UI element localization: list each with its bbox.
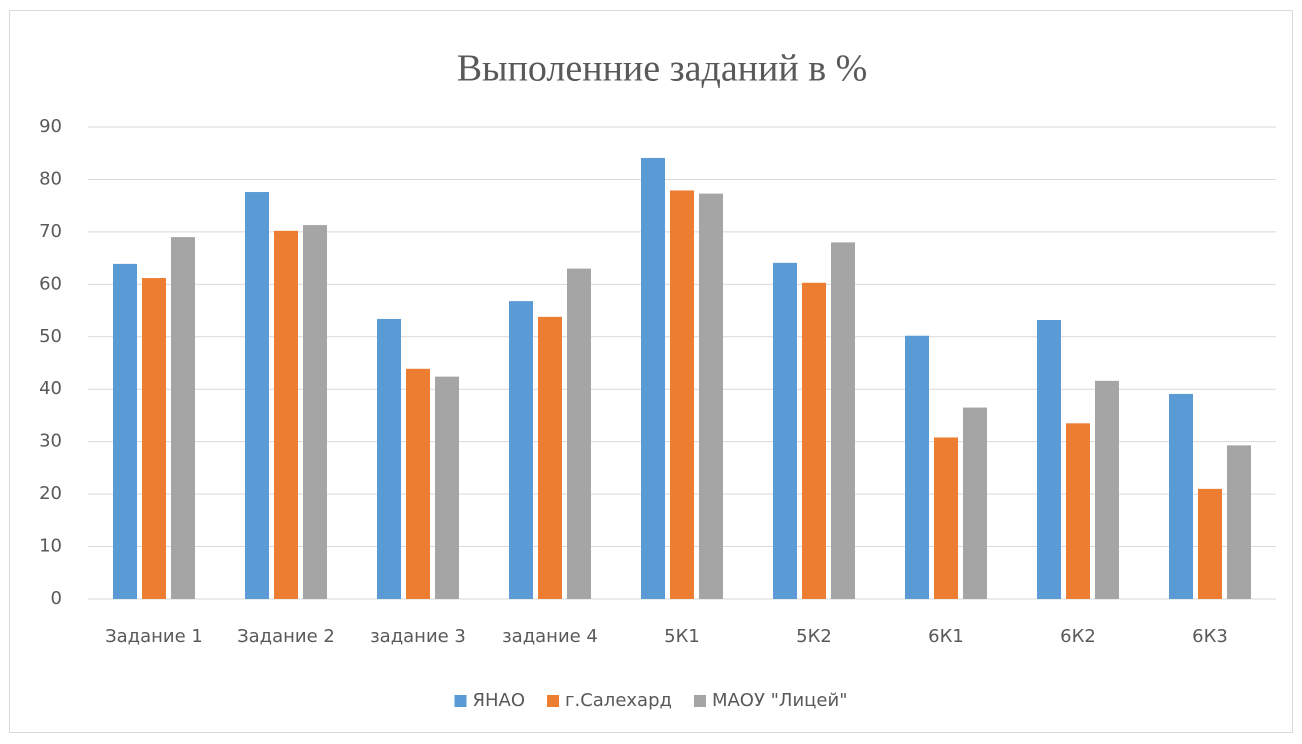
x-tick-label: 5К2 [796, 626, 832, 647]
legend-label: МАОУ "Лицей" [712, 690, 848, 711]
y-tick-label: 40 [39, 378, 62, 399]
bar [934, 437, 958, 599]
bar [831, 242, 855, 599]
bar [641, 157, 665, 600]
x-tick-label: задание 3 [370, 626, 466, 647]
y-tick-label: 20 [39, 483, 62, 504]
bar [773, 262, 797, 599]
bar [1095, 380, 1119, 599]
chart-title: Выполенние заданий в % [457, 48, 868, 90]
bar [963, 407, 987, 599]
bar [113, 263, 137, 599]
x-tick-label: 6К2 [1060, 626, 1096, 647]
bar [567, 268, 591, 599]
legend-swatch [454, 695, 467, 707]
bar [699, 193, 723, 600]
bar [538, 316, 562, 599]
legend-swatch [547, 695, 560, 707]
bar [1198, 488, 1222, 599]
bar [905, 335, 929, 599]
bar [245, 192, 269, 599]
y-tick-label: 80 [39, 168, 62, 189]
bar [802, 282, 826, 599]
x-tick-label: Задание 2 [237, 626, 335, 647]
x-tick-label: 5К1 [664, 626, 700, 647]
bar [171, 237, 195, 599]
bar [670, 190, 694, 600]
x-tick-label: 6К3 [1192, 626, 1228, 647]
legend-label: г.Салехард [565, 690, 672, 711]
y-tick-label: 70 [39, 221, 62, 242]
y-tick-label: 50 [39, 326, 62, 347]
x-tick-label: Задание 1 [105, 626, 203, 647]
y-tick-label: 60 [39, 273, 62, 294]
bar [1066, 423, 1090, 599]
bar [435, 376, 459, 599]
bar [1227, 445, 1251, 599]
legend-label: ЯНАО [473, 690, 526, 711]
y-tick-label: 30 [39, 431, 62, 452]
y-tick-label: 10 [39, 536, 62, 557]
y-tick-label: 0 [51, 588, 62, 609]
x-tick-label: 6К1 [928, 626, 964, 647]
bar [509, 301, 533, 599]
bar [406, 368, 430, 599]
x-tick-label: задание 4 [502, 626, 598, 647]
bar [303, 225, 327, 599]
bar [274, 230, 298, 599]
bar [1169, 393, 1193, 599]
bar [142, 278, 166, 599]
bar [1037, 319, 1061, 599]
bar [377, 318, 401, 599]
legend-swatch [693, 695, 706, 707]
y-tick-label: 90 [39, 116, 62, 137]
